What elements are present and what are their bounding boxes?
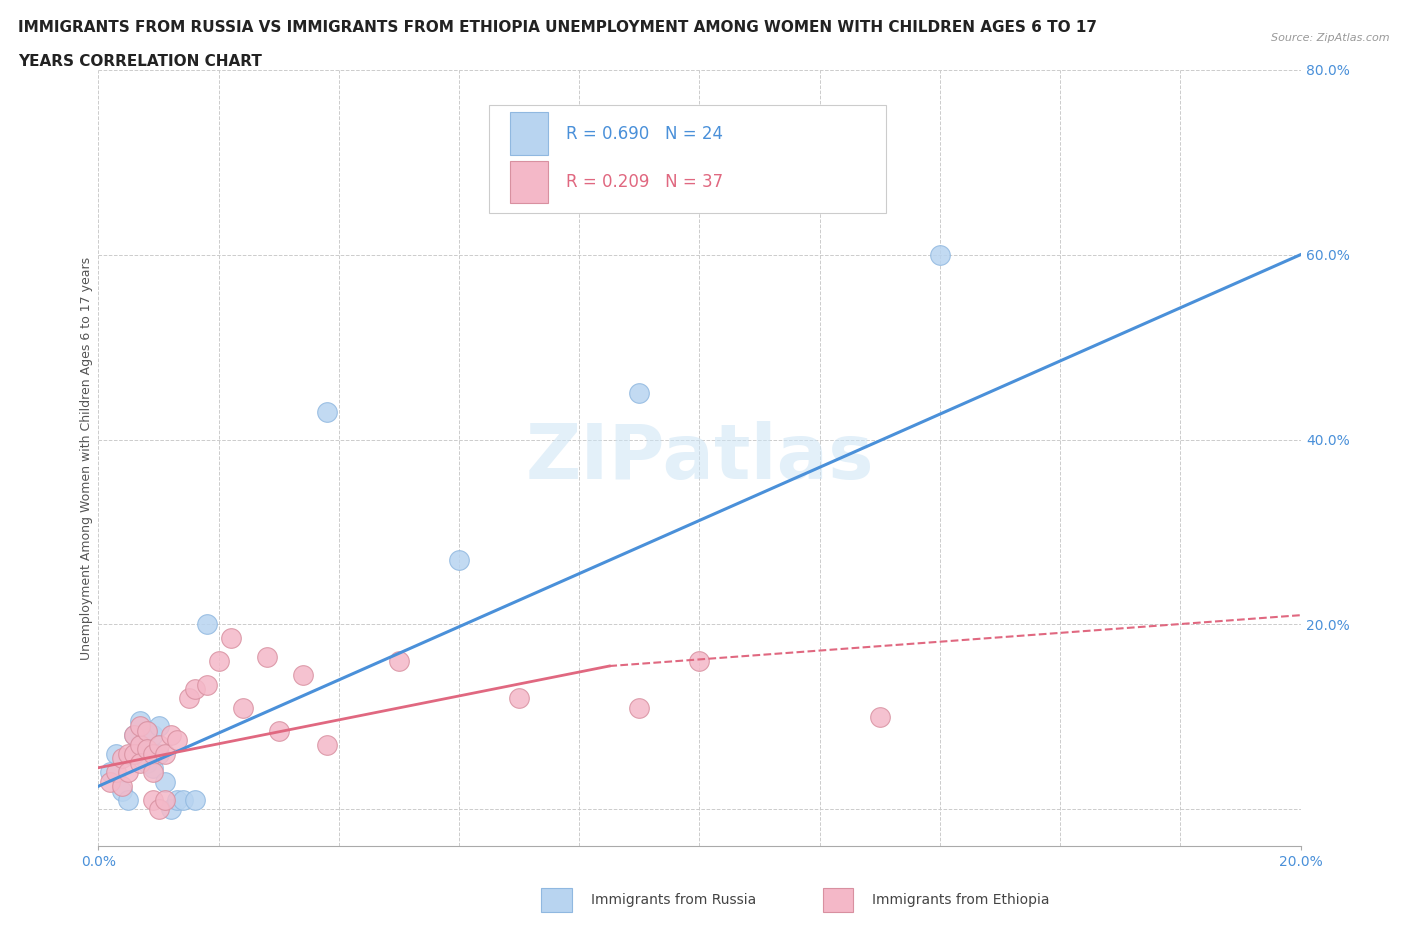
Point [124,747,146,762]
Point [141,747,163,762]
Point [628,386,651,401]
Point [148,747,170,762]
Point [111,783,134,798]
Text: R = 0.209   N = 37: R = 0.209 N = 37 [567,173,723,191]
Text: Immigrants from Russia: Immigrants from Russia [591,893,756,908]
Point [129,719,152,734]
Y-axis label: Unemployment Among Women with Children Ages 6 to 17 years: Unemployment Among Women with Children A… [80,257,93,659]
Point [159,728,181,743]
Point [135,742,157,757]
Point [105,747,128,762]
Point [232,700,254,715]
Point [166,792,188,807]
Text: ZIPatlas: ZIPatlas [526,421,873,495]
Point [129,714,152,729]
Text: YEARS CORRELATION CHART: YEARS CORRELATION CHART [18,54,262,69]
Point [219,631,242,645]
Text: IMMIGRANTS FROM RUSSIA VS IMMIGRANTS FROM ETHIOPIA UNEMPLOYMENT AMONG WOMEN WITH: IMMIGRANTS FROM RUSSIA VS IMMIGRANTS FRO… [18,20,1097,35]
Point [929,247,952,262]
Point [315,405,337,419]
Point [256,649,278,664]
Point [153,747,176,762]
Point [689,654,711,669]
Point [628,700,651,715]
Point [135,756,157,771]
Point [124,728,146,743]
Point [129,737,152,752]
Point [111,778,134,793]
Point [100,774,122,789]
FancyBboxPatch shape [509,113,548,155]
Point [508,691,530,706]
Point [111,751,134,766]
Point [267,724,290,738]
Point [183,792,205,807]
Point [100,764,122,779]
Point [117,792,139,807]
Point [208,654,231,669]
Point [117,764,139,779]
Text: Immigrants from Ethiopia: Immigrants from Ethiopia [872,893,1049,908]
Point [195,617,218,631]
Point [153,774,176,789]
Point [183,682,205,697]
Point [315,737,337,752]
Point [141,764,163,779]
FancyBboxPatch shape [489,105,886,213]
Point [124,728,146,743]
Point [129,737,152,752]
Point [159,802,181,817]
Point [117,747,139,762]
Point [135,724,157,738]
Point [177,691,200,706]
Point [105,764,128,779]
Point [148,802,170,817]
Text: Source: ZipAtlas.com: Source: ZipAtlas.com [1271,33,1389,43]
Point [172,792,194,807]
Point [166,733,188,748]
Point [153,792,176,807]
Point [141,761,163,776]
Text: R = 0.690   N = 24: R = 0.690 N = 24 [567,125,723,143]
Point [124,747,146,762]
Point [195,677,218,692]
Point [869,710,891,724]
FancyBboxPatch shape [509,161,548,204]
Point [141,728,163,743]
Point [148,737,170,752]
Point [447,552,470,567]
Point [148,719,170,734]
Point [291,668,314,683]
Point [129,756,152,771]
Point [388,654,411,669]
Point [135,724,157,738]
Point [141,792,163,807]
